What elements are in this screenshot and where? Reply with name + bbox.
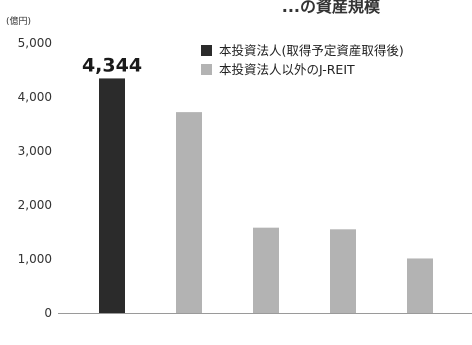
y-axis-tick-labels: 0 1,000 2,000 3,000 4,000 5,000 bbox=[18, 36, 52, 320]
bar bbox=[330, 229, 356, 313]
y-tick-label: 5,000 bbox=[18, 36, 52, 50]
legend-swatch bbox=[201, 64, 212, 75]
legend-label: 本投資法人(取得予定資産取得後) bbox=[219, 43, 404, 58]
bar bbox=[407, 258, 433, 313]
y-tick-label: 3,000 bbox=[18, 144, 52, 158]
chart-header-text: ...の資産規模 bbox=[282, 0, 381, 16]
bar bbox=[253, 227, 279, 313]
data-labels: 4,344 bbox=[82, 54, 142, 76]
y-tick-label: 0 bbox=[44, 306, 52, 320]
legend-label: 本投資法人以外のJ-REIT bbox=[219, 62, 355, 77]
y-tick-label: 2,000 bbox=[18, 198, 52, 212]
y-axis-unit-label: (億円) bbox=[6, 15, 31, 27]
legend-swatch bbox=[201, 45, 212, 56]
bar bbox=[176, 112, 202, 314]
y-tick-label: 1,000 bbox=[18, 252, 52, 266]
bar-group bbox=[58, 78, 472, 314]
bar bbox=[99, 78, 125, 313]
bar-value-label: 4,344 bbox=[82, 54, 142, 76]
y-tick-label: 4,000 bbox=[18, 90, 52, 104]
legend: 本投資法人(取得予定資産取得後) 本投資法人以外のJ-REIT bbox=[201, 43, 404, 77]
